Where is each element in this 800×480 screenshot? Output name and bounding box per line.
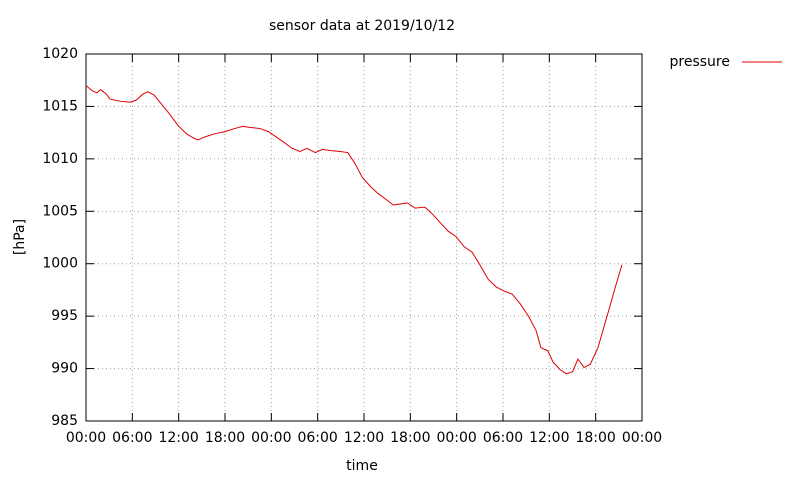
y-tick-label: 1010	[42, 151, 78, 167]
legend-label: pressure	[670, 54, 730, 70]
y-tick-label: 990	[51, 361, 78, 377]
x-tick-label: 06:00	[112, 430, 152, 446]
chart-title: sensor data at 2019/10/12	[269, 18, 455, 34]
x-tick-label: 18:00	[390, 430, 430, 446]
x-tick-label: 12:00	[529, 430, 569, 446]
y-tick-label: 995	[51, 308, 78, 324]
x-tick-label: 18:00	[575, 430, 615, 446]
x-tick-label: 06:00	[297, 430, 337, 446]
x-tick-label: 00:00	[66, 430, 106, 446]
plot-frame	[85, 53, 643, 422]
y-tick-label: 1020	[42, 46, 78, 62]
x-tick-label: 00:00	[251, 430, 291, 446]
y-tick-label: 985	[51, 413, 78, 429]
x-tick-label: 18:00	[205, 430, 245, 446]
x-tick-label: 12:00	[158, 430, 198, 446]
x-axis-label: time	[346, 458, 378, 474]
y-tick-label: 1000	[42, 256, 78, 272]
x-tick-label: 00:00	[622, 430, 662, 446]
x-tick-label: 12:00	[344, 430, 384, 446]
x-tick-label: 06:00	[483, 430, 523, 446]
y-tick-label: 1005	[42, 203, 78, 219]
y-tick-label: 1015	[42, 98, 78, 114]
y-axis-label: [hPa]	[12, 219, 28, 255]
data-line	[85, 85, 623, 375]
x-tick-label: 00:00	[436, 430, 476, 446]
